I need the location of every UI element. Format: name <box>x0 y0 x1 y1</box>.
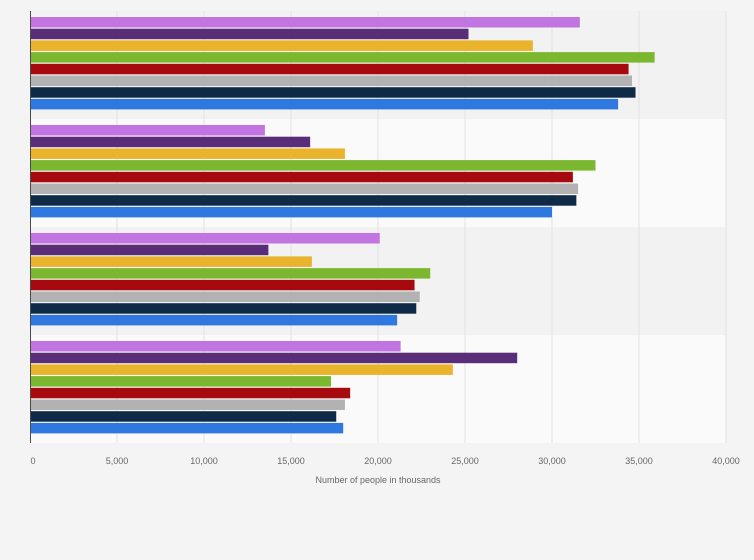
x-tick-label: 15,000 <box>277 456 305 466</box>
bar[interactable] <box>30 160 596 171</box>
bar[interactable] <box>30 303 417 314</box>
x-tick-label: 10,000 <box>190 456 218 466</box>
bar[interactable] <box>30 314 398 326</box>
bar[interactable] <box>30 233 380 244</box>
bar[interactable] <box>30 75 633 87</box>
bar[interactable] <box>30 125 265 136</box>
bar[interactable] <box>30 256 312 267</box>
bar-layer <box>30 17 655 434</box>
bar[interactable] <box>30 28 469 40</box>
bar[interactable] <box>30 87 636 98</box>
bar[interactable] <box>30 195 577 206</box>
x-tick-label: 0 <box>30 456 35 466</box>
bar[interactable] <box>30 171 573 183</box>
bar[interactable] <box>30 63 629 75</box>
x-tick-label: 30,000 <box>538 456 566 466</box>
bar[interactable] <box>30 136 311 148</box>
bar[interactable] <box>30 148 345 159</box>
bar[interactable] <box>30 206 552 218</box>
x-tick-label: 5,000 <box>106 456 129 466</box>
x-tick-label: 25,000 <box>451 456 479 466</box>
x-tick-label: 20,000 <box>364 456 392 466</box>
bar[interactable] <box>30 352 518 364</box>
x-axis-title: Number of people in thousands <box>315 475 441 485</box>
x-tick-label: 40,000 <box>712 456 740 466</box>
bar[interactable] <box>30 40 533 51</box>
bar[interactable] <box>30 268 431 279</box>
bar[interactable] <box>30 387 351 399</box>
bar[interactable] <box>30 183 579 195</box>
tick-labels: 0 5,000 10,000 15,000 20,000 25,000 30,000 35,0… <box>30 456 739 466</box>
bar[interactable] <box>30 376 332 387</box>
bar[interactable] <box>30 52 655 63</box>
bar[interactable] <box>30 364 453 375</box>
bar[interactable] <box>30 98 619 110</box>
bar[interactable] <box>30 341 401 352</box>
bar[interactable] <box>30 17 580 28</box>
bar[interactable] <box>30 244 269 256</box>
bar[interactable] <box>30 279 415 291</box>
bar[interactable] <box>30 399 345 411</box>
bar[interactable] <box>30 411 337 422</box>
bar[interactable] <box>30 422 344 434</box>
x-tick-label: 35,000 <box>625 456 653 466</box>
bar[interactable] <box>30 291 420 303</box>
